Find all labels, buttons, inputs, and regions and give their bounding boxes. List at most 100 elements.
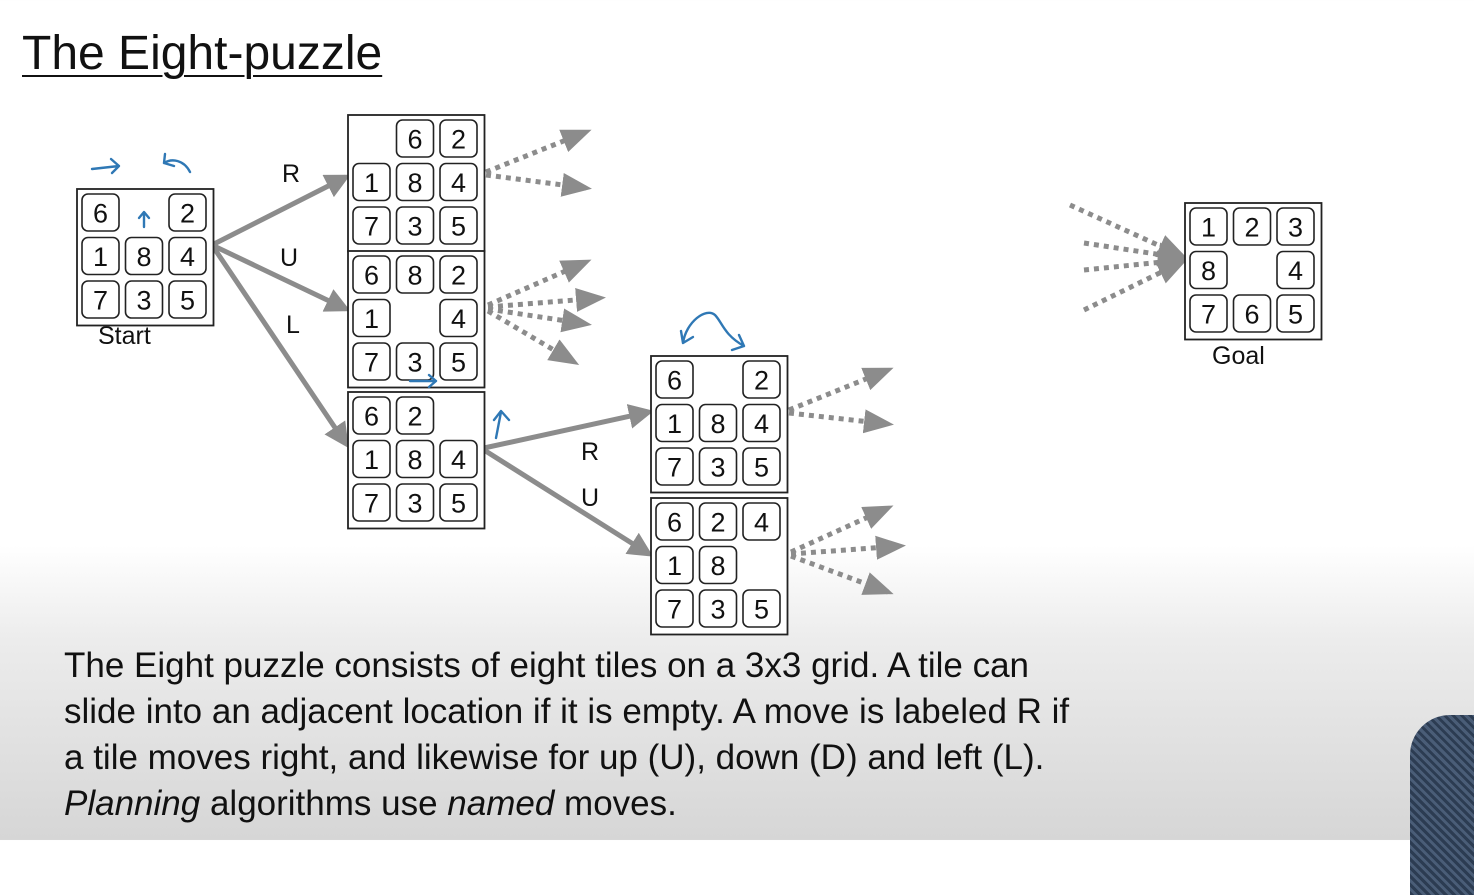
branch-arrows	[211, 174, 654, 557]
puzzle-tile: 3	[395, 206, 435, 245]
puzzle-tile: 7	[352, 206, 391, 245]
tile-number: 4	[754, 409, 769, 439]
tile-box	[655, 403, 694, 443]
puzzle-tile: 3	[698, 589, 738, 628]
tile-number: 4	[180, 242, 195, 272]
puzzle-tile: 3	[1276, 207, 1315, 246]
tile-box	[81, 193, 120, 232]
presenter-video-thumbnail	[1410, 715, 1474, 895]
tile-number: 5	[754, 453, 769, 483]
arrow-l-to-lu	[482, 447, 654, 557]
tile-box	[1232, 207, 1272, 246]
tile-number: 1	[1201, 213, 1216, 243]
tile-number: 3	[407, 212, 422, 242]
goal-label: Goal	[1212, 342, 1265, 370]
tile-number: 7	[364, 212, 379, 242]
tile-box	[1189, 250, 1228, 290]
puzzle-tile: 1	[1189, 207, 1228, 246]
arrow-l-to-lr	[483, 404, 654, 451]
tile-box	[395, 255, 435, 294]
tile-box	[742, 502, 781, 541]
tile-box	[655, 502, 694, 541]
puzzle-tile: 7	[352, 342, 391, 381]
tile-box	[655, 589, 694, 628]
tile-number: 7	[1201, 300, 1216, 330]
tile-box	[124, 236, 164, 276]
puzzle-tile: 2	[168, 193, 207, 232]
tile-box	[1276, 207, 1315, 246]
tile-number: 2	[451, 261, 466, 291]
board-goal: 1 2 3 8 4 7 6 5	[1184, 202, 1323, 341]
tile-box	[439, 483, 478, 522]
tile-number: 3	[1288, 213, 1303, 243]
description-text-1: The Eight puzzle consists of eight tiles…	[64, 646, 1070, 777]
puzzle-tile: 5	[1276, 294, 1315, 333]
tile-box	[742, 447, 781, 486]
tile-number: 1	[364, 445, 379, 475]
tile-number: 1	[93, 242, 108, 272]
tile-box	[655, 447, 694, 486]
puzzle-tile: 3	[698, 447, 738, 486]
tile-box	[698, 502, 738, 541]
tile-box	[742, 403, 781, 443]
puzzle-tile: 8	[698, 545, 738, 585]
dotted-arrow	[1082, 259, 1188, 313]
puzzle-tile: 7	[81, 280, 120, 319]
tile-box	[439, 439, 478, 479]
dotted-arrow	[487, 306, 592, 333]
puzzle-tile: 3	[124, 280, 164, 319]
puzzle-tile: 6	[81, 193, 120, 232]
tile-number: 4	[451, 445, 466, 475]
puzzle-tile: 2	[439, 255, 478, 294]
tile-number: 6	[667, 366, 682, 396]
tile-box	[439, 298, 478, 338]
tile-number: 4	[1288, 256, 1303, 286]
tile-number: 7	[364, 348, 379, 378]
tile-number: 7	[667, 453, 682, 483]
puzzle-tile: 6	[655, 360, 694, 399]
right-arrow-annotation	[408, 373, 438, 389]
puzzle-tile: 5	[439, 206, 478, 245]
tile-number: 8	[710, 409, 725, 439]
tile-number: 1	[667, 409, 682, 439]
tile-number: 2	[407, 402, 422, 432]
tile-number: 3	[407, 489, 422, 519]
search-tree-diagram: 6 21 8 47 3 5 6 21 8 47 3 5 6 8 21 47 3 5 6 21 8 47 3 5 6 21 8…	[76, 114, 1323, 636]
tile-box	[395, 206, 435, 245]
puzzle-tile: 5	[742, 589, 781, 628]
puzzle-tile: 4	[168, 236, 207, 276]
tile-box	[439, 342, 478, 381]
dotted-arrow	[788, 409, 894, 434]
tile-box	[352, 439, 391, 479]
tile-number: 6	[1244, 300, 1259, 330]
tile-number: 2	[451, 125, 466, 155]
tile-box	[1232, 294, 1272, 333]
right-arrow-annotation	[90, 157, 121, 175]
dotted-arrow	[788, 367, 894, 413]
tile-box	[655, 360, 694, 399]
tile-box	[1189, 207, 1228, 246]
puzzle-tile: 6	[352, 255, 391, 294]
tile-number: 4	[451, 168, 466, 198]
tile-number: 6	[667, 508, 682, 538]
tile-number: 5	[451, 489, 466, 519]
dotted-arrow	[790, 535, 906, 560]
tile-box	[395, 119, 435, 158]
puzzle-tile: 1	[352, 298, 391, 338]
puzzle-tile: 8	[698, 403, 738, 443]
tile-number: 2	[180, 199, 195, 229]
tile-number: 3	[407, 348, 422, 378]
tile-number: 5	[451, 348, 466, 378]
tile-number: 7	[667, 595, 682, 625]
tile-box	[742, 589, 781, 628]
tile-number: 3	[710, 453, 725, 483]
description-emphasis-named: named	[447, 784, 555, 823]
puzzle-tile: 6	[1232, 294, 1272, 333]
description-text-3: moves.	[554, 784, 677, 823]
tile-box	[655, 545, 694, 585]
puzzle-tile: 1	[655, 403, 694, 443]
puzzle-tile: 8	[395, 439, 435, 479]
puzzle-tile: 7	[655, 589, 694, 628]
puzzle-tile: 4	[742, 403, 781, 443]
tile-box	[698, 545, 738, 585]
